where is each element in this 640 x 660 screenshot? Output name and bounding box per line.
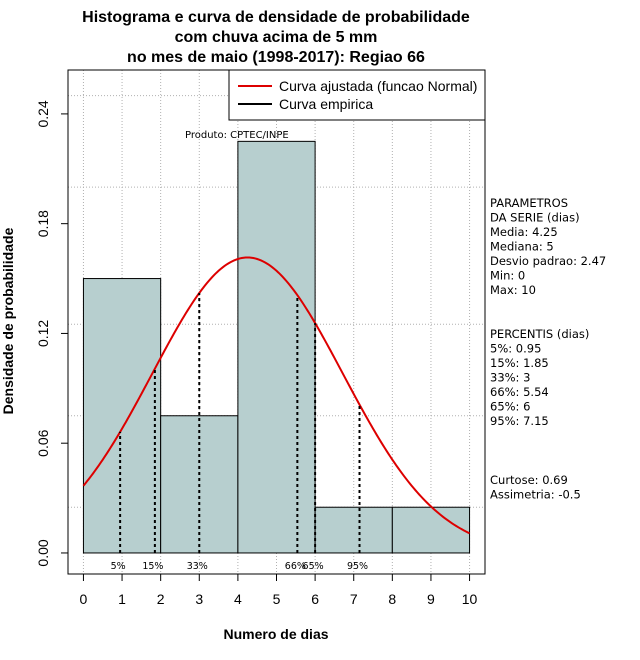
percentile-label: 5% <box>111 561 126 572</box>
statistics-text-line: DA SERIE (dias) <box>490 211 580 225</box>
percentile-label: 95% <box>347 561 368 572</box>
x-tick-label: 6 <box>311 591 319 607</box>
statistics-text-line: PERCENTIS (dias) <box>490 327 589 341</box>
x-axis-title: Numero de dias <box>223 626 328 642</box>
statistics-text-line: 66%: 5.54 <box>490 385 549 399</box>
statistics-text-line: Min: 0 <box>490 269 525 283</box>
x-tick-label: 0 <box>80 591 88 607</box>
statistics-text-line: Media: 4.25 <box>490 225 558 239</box>
normal-fit-curve <box>82 256 470 535</box>
y-tick-label: 0.06 <box>35 429 51 456</box>
x-tick-label: 9 <box>427 591 435 607</box>
legend-label-empirical: Curva empirica <box>279 96 373 112</box>
statistics-text-line: Curtose: 0.69 <box>490 473 568 487</box>
statistics-text-line: 65%: 6 <box>490 400 530 414</box>
histogram-bar <box>82 278 162 554</box>
histogram-bar <box>391 506 471 554</box>
histogram-bar <box>314 506 393 554</box>
statistics-text-line: 95%: 7.15 <box>490 414 549 428</box>
statistics-text-line: 15%: 1.85 <box>490 356 549 370</box>
statistics-text-line: Max: 10 <box>490 283 536 297</box>
histogram-bars <box>82 140 471 554</box>
axes: 0 1 2 3 4 5 6 7 8 9 10 0.00 0.06 0.12 0.18 0.24 <box>35 100 478 607</box>
percentile-label: 33% <box>187 561 208 572</box>
y-tick-label: 0.18 <box>35 210 51 237</box>
chart-title-line: com chuva acima de 5 mm <box>175 29 378 46</box>
histogram-bar <box>237 140 316 554</box>
x-tick-label: 8 <box>388 591 396 607</box>
legend: Curva ajustada (funcao Normal) Curva emp… <box>228 69 486 121</box>
statistics-text-line: 33%: 3 <box>490 371 530 385</box>
y-tick-label: 0.12 <box>35 320 51 347</box>
legend-label-normal: Curva ajustada (funcao Normal) <box>279 78 477 94</box>
normal-curve-layer <box>82 256 470 535</box>
percentile-label: 15% <box>142 561 163 572</box>
x-tick-label: 4 <box>234 591 242 607</box>
percentile-label: 66% <box>285 561 306 572</box>
product-annotation: Produto: CPTEC/INPE <box>185 130 289 141</box>
statistics-text-line: Assimetria: -0.5 <box>490 488 581 502</box>
x-tick-label: 7 <box>350 591 358 607</box>
statistics-text-line: 5%: 0.95 <box>490 342 541 356</box>
x-tick-label: 3 <box>195 591 203 607</box>
percentile-lines: 5% 15% 33% 66%65% 95% <box>111 293 368 572</box>
y-tick-label: 0.00 <box>35 539 51 566</box>
statistics-text-line: Mediana: 5 <box>490 240 554 254</box>
statistics-text-line: PARAMETROS <box>490 196 568 210</box>
x-tick-label: 10 <box>462 591 478 607</box>
chart-title: Histograma e curva de densidade de proba… <box>82 9 470 66</box>
x-tick-label: 1 <box>118 591 126 607</box>
statistics-text-line: Desvio padrao: 2.47 <box>490 254 606 268</box>
y-tick-label: 0.24 <box>35 100 51 127</box>
x-tick-label: 5 <box>273 591 281 607</box>
chart-title-line: Histograma e curva de densidade de proba… <box>82 9 470 26</box>
y-axis-title: Densidade de probabilidade <box>0 227 16 414</box>
percentile-label: 65% <box>303 561 324 572</box>
x-tick-label: 2 <box>157 591 165 607</box>
chart-title-line: no mes de maio (1998-2017): Regiao 66 <box>127 49 425 66</box>
legend-box <box>228 69 486 121</box>
